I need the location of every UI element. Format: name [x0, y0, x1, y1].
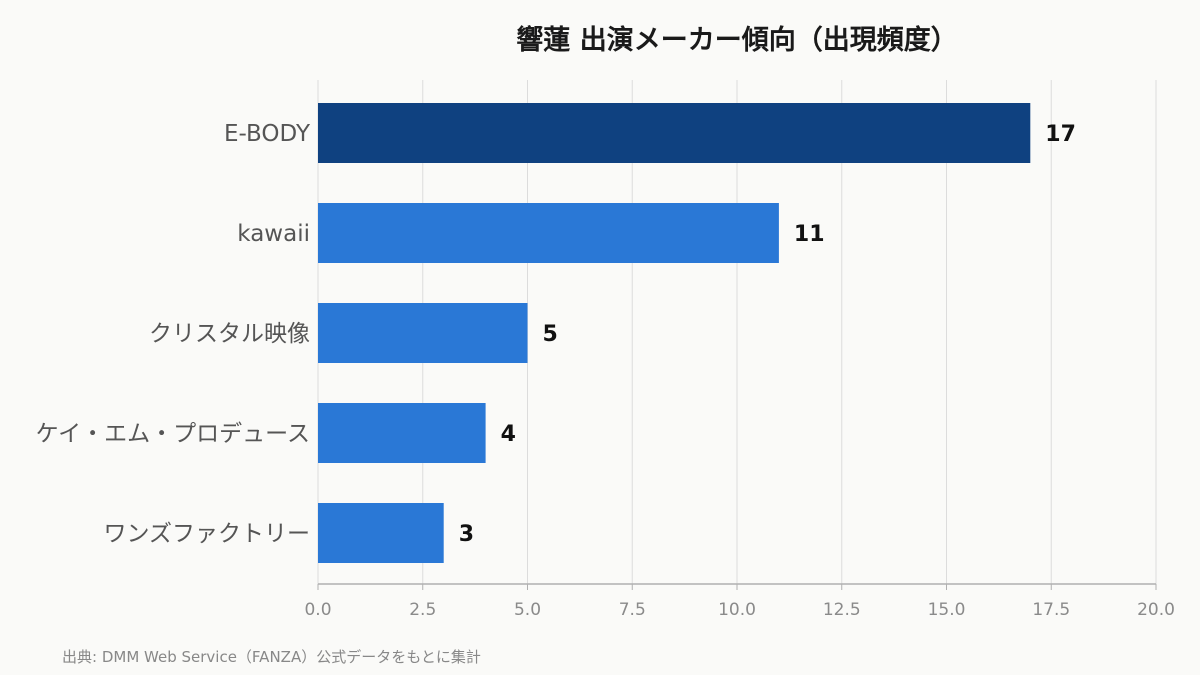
category-label: ワンズファクトリー — [103, 521, 310, 547]
x-tick-label: 20.0 — [1137, 600, 1175, 620]
category-label: ケイ・エム・プロデュース — [36, 421, 310, 447]
bars: E-BODY 17 kawaii 11 クリスタル映像 5 ケイ・エム・プロデュース 4 ワンズ… — [36, 103, 1076, 563]
category-label: E-BODY — [224, 121, 311, 147]
value-label: 11 — [794, 222, 825, 247]
bar-4 — [318, 503, 444, 563]
value-label: 4 — [501, 422, 516, 447]
value-label: 3 — [459, 522, 474, 547]
x-tick-label: 0.0 — [304, 600, 331, 620]
bar-3 — [318, 403, 486, 463]
x-tick-label: 17.5 — [1032, 600, 1070, 620]
x-tick-label: 10.0 — [718, 600, 756, 620]
source-note: 出典: DMM Web Service（FANZA）公式データをもとに集計 — [62, 648, 481, 666]
value-label: 17 — [1045, 122, 1076, 147]
bar-1 — [318, 203, 779, 263]
value-label: 5 — [543, 322, 558, 347]
bar-0 — [318, 103, 1031, 163]
chart-title: 響蓮 出演メーカー傾向（出現頻度） — [516, 25, 958, 56]
x-tick-label: 12.5 — [823, 600, 861, 620]
category-label: kawaii — [237, 221, 310, 247]
x-tick-label: 15.0 — [928, 600, 966, 620]
x-tick-label: 5.0 — [514, 600, 541, 620]
x-tick-label: 2.5 — [409, 600, 436, 620]
category-label: クリスタル映像 — [149, 321, 310, 347]
x-axis: 0.0 2.5 5.0 7.5 10.0 12.5 15.0 17.5 20.0 — [304, 583, 1175, 620]
bar-2 — [318, 303, 528, 363]
x-tick-label: 7.5 — [619, 600, 646, 620]
